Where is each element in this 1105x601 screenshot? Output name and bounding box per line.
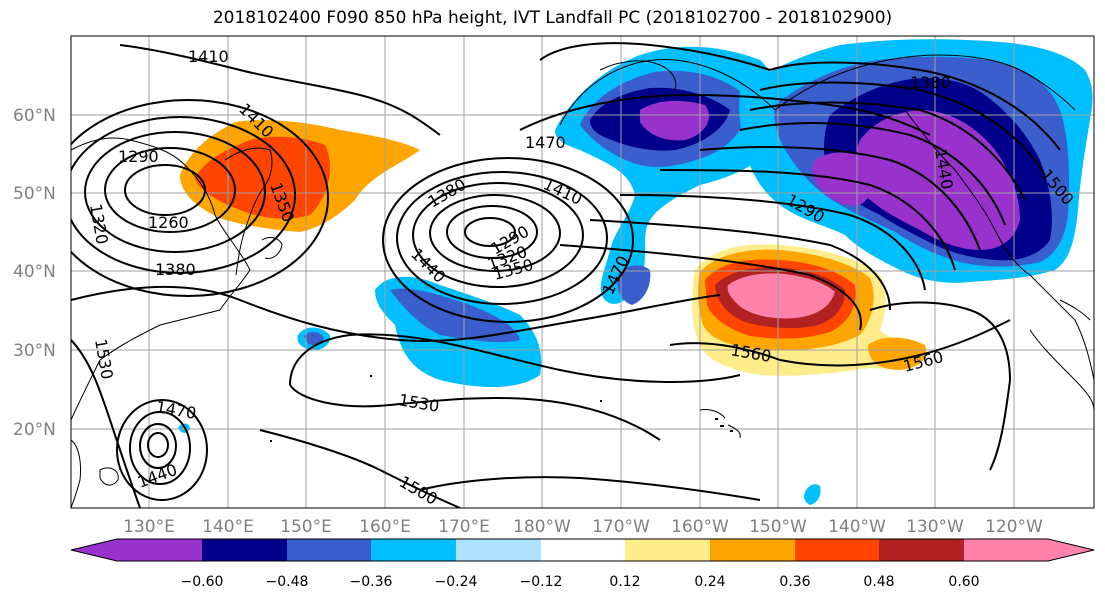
islands [270, 375, 733, 442]
lon-label: 150°E [280, 517, 332, 537]
lat-label: 20°N [13, 420, 56, 440]
colorbar-tick-label: −0.36 [350, 574, 393, 590]
lon-label: 140°E [202, 517, 254, 537]
colorbar-segment [456, 539, 541, 561]
contour-label: 1290 [118, 147, 159, 166]
contour-label: 1410 [188, 47, 229, 66]
lon-label: 170°E [438, 517, 490, 537]
colorbar-tick-label: 0.12 [609, 574, 640, 590]
contour-label: 1380 [155, 260, 196, 279]
colorbar-segment [1048, 539, 1094, 561]
lon-label: 160°E [359, 517, 411, 537]
lon-label: 150°W [749, 517, 807, 537]
colorbar-tick-label: −0.12 [520, 574, 563, 590]
colorbar-segment [371, 539, 456, 561]
colorbar-tick-label: 0.24 [694, 574, 725, 590]
colorbar-tick-label: −0.48 [266, 574, 309, 590]
lat-label: 50°N [13, 184, 56, 204]
colorbar-segment [795, 539, 879, 561]
lon-label: 140°W [828, 517, 886, 537]
lat-label: 60°N [13, 106, 56, 126]
colorbar-tick-label: 0.60 [948, 574, 979, 590]
lon-label: 130°E [123, 517, 175, 537]
colorbar-tick-label: 0.36 [779, 574, 810, 590]
contour-label: 1470 [525, 133, 566, 152]
colorbar-tick-label: 0.48 [863, 574, 894, 590]
colorbar-segment [202, 539, 287, 561]
lon-label: 180°W [513, 517, 571, 537]
map-title: 2018102400 F090 850 hPa height, IVT Land… [212, 8, 893, 28]
lon-label: 130°W [906, 517, 964, 537]
colorbar-outline [70, 538, 1095, 562]
colorbar-tick-label: −0.24 [435, 574, 478, 590]
longitude-labels: 130°E 140°E 150°E 160°E 170°E 180°W 170°… [123, 517, 1043, 537]
lon-label: 170°W [592, 517, 650, 537]
colorbar-segment [710, 539, 795, 561]
map-frame [70, 35, 1095, 509]
lat-lon-grid [71, 36, 1094, 508]
colorbar-segment [71, 539, 117, 561]
height-contours [71, 42, 1061, 508]
contour-label: 1380 [910, 73, 951, 92]
lat-label: 40°N [13, 262, 56, 282]
colorbar-segment [879, 539, 964, 561]
coastlines [71, 54, 1094, 508]
lon-label: 120°W [985, 517, 1043, 537]
contour-label: 1260 [148, 213, 189, 232]
colorbar-segment [964, 539, 1048, 561]
colorbar-segment [541, 539, 625, 561]
colorbar-segment [117, 539, 202, 561]
colorbar-segment [625, 539, 710, 561]
colorbar-segment [287, 539, 371, 561]
latitude-labels: 60°N 50°N 40°N 30°N 20°N [13, 106, 56, 440]
lon-label: 160°W [671, 517, 729, 537]
lat-label: 30°N [13, 341, 56, 361]
colorbar-tick-label: −0.60 [181, 574, 224, 590]
colorbar: −0.60 −0.48 −0.36 −0.24 −0.12 0.12 0.24 … [70, 538, 1095, 590]
